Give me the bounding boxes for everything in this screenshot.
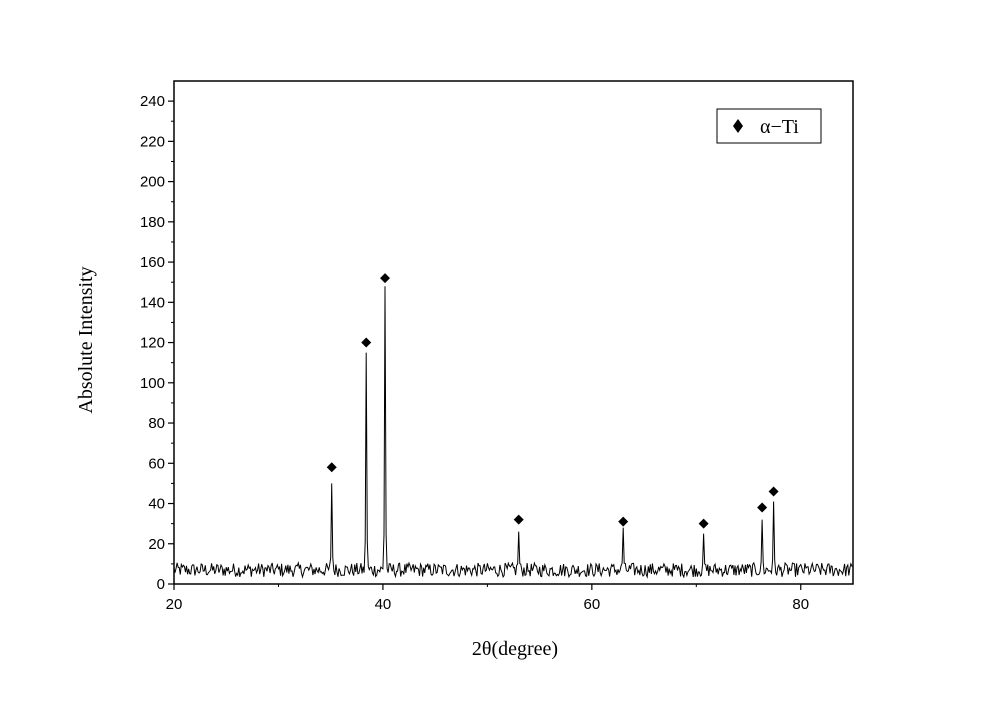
peak-diamond-marker: [380, 273, 391, 284]
peak-diamond-marker: [698, 518, 709, 529]
peak-diamond-marker: [768, 486, 779, 497]
y-tick-label: 240: [140, 93, 165, 110]
y-tick-label: 120: [140, 335, 165, 352]
x-axis-ticks: 20 40 60 80: [166, 584, 809, 613]
legend: α−Ti: [716, 108, 822, 144]
y-axis-ticks: 0 20 40 60 80 100 120 140 160 180 200 220 240: [140, 93, 174, 593]
peak-diamond-marker: [513, 514, 524, 525]
y-tick-label: 80: [148, 415, 165, 432]
x-tick-label: 20: [166, 596, 183, 613]
y-tick-label: 60: [148, 455, 165, 472]
plot-frame: [173, 80, 854, 585]
y-axis-label: Absolute Intensity: [75, 266, 97, 413]
x-tick-label: 80: [792, 596, 809, 613]
peak-diamond-marker: [326, 462, 337, 473]
y-tick-label: 100: [140, 375, 165, 392]
y-tick-label: 20: [148, 536, 165, 553]
y-tick-label: 220: [140, 133, 165, 150]
peak-diamond-marker: [618, 516, 629, 527]
x-axis-label: 2θ(degree): [472, 638, 558, 660]
peak-diamond-marker: [361, 337, 372, 348]
y-tick-label: 160: [140, 254, 165, 271]
y-tick-label: 40: [148, 496, 165, 513]
x-tick-label: 40: [375, 596, 392, 613]
y-tick-label: 0: [157, 576, 165, 593]
y-tick-label: 180: [140, 214, 165, 231]
peak-markers: [326, 273, 779, 529]
legend-label: α−Ti: [760, 116, 799, 138]
legend-diamond-icon: [733, 119, 743, 133]
peak-diamond-marker: [757, 502, 768, 513]
diffraction-pattern-line: [173, 286, 854, 579]
y-tick-label: 140: [140, 294, 165, 311]
y-tick-label: 200: [140, 174, 165, 191]
x-tick-label: 60: [584, 596, 601, 613]
